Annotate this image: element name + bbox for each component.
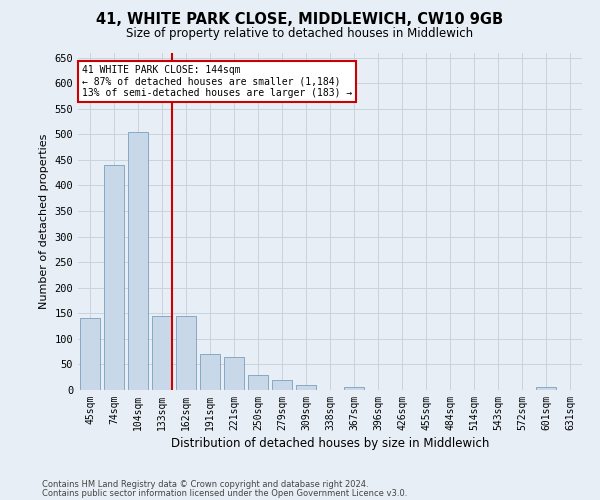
Bar (200, 354, 220, 390)
Bar (248, 374, 268, 390)
Bar (152, 316, 172, 390)
Text: Size of property relative to detached houses in Middlewich: Size of property relative to detached ho… (127, 28, 473, 40)
Bar (80, 318, 100, 390)
Bar (344, 388, 364, 390)
Bar (128, 132, 148, 390)
Y-axis label: Number of detached properties: Number of detached properties (39, 134, 49, 309)
X-axis label: Distribution of detached houses by size in Middlewich: Distribution of detached houses by size … (171, 437, 489, 450)
Bar (104, 165, 124, 390)
Text: 41 WHITE PARK CLOSE: 144sqm
← 87% of detached houses are smaller (1,184)
13% of : 41 WHITE PARK CLOSE: 144sqm ← 87% of det… (82, 66, 352, 98)
Bar (296, 385, 316, 390)
Bar (224, 357, 244, 390)
Text: 41, WHITE PARK CLOSE, MIDDLEWICH, CW10 9GB: 41, WHITE PARK CLOSE, MIDDLEWICH, CW10 9… (97, 12, 503, 28)
Text: Contains HM Land Registry data © Crown copyright and database right 2024.: Contains HM Land Registry data © Crown c… (42, 480, 368, 489)
Bar (272, 380, 292, 390)
Bar (536, 388, 556, 390)
Text: Contains public sector information licensed under the Open Government Licence v3: Contains public sector information licen… (42, 488, 407, 498)
Bar (176, 316, 196, 390)
